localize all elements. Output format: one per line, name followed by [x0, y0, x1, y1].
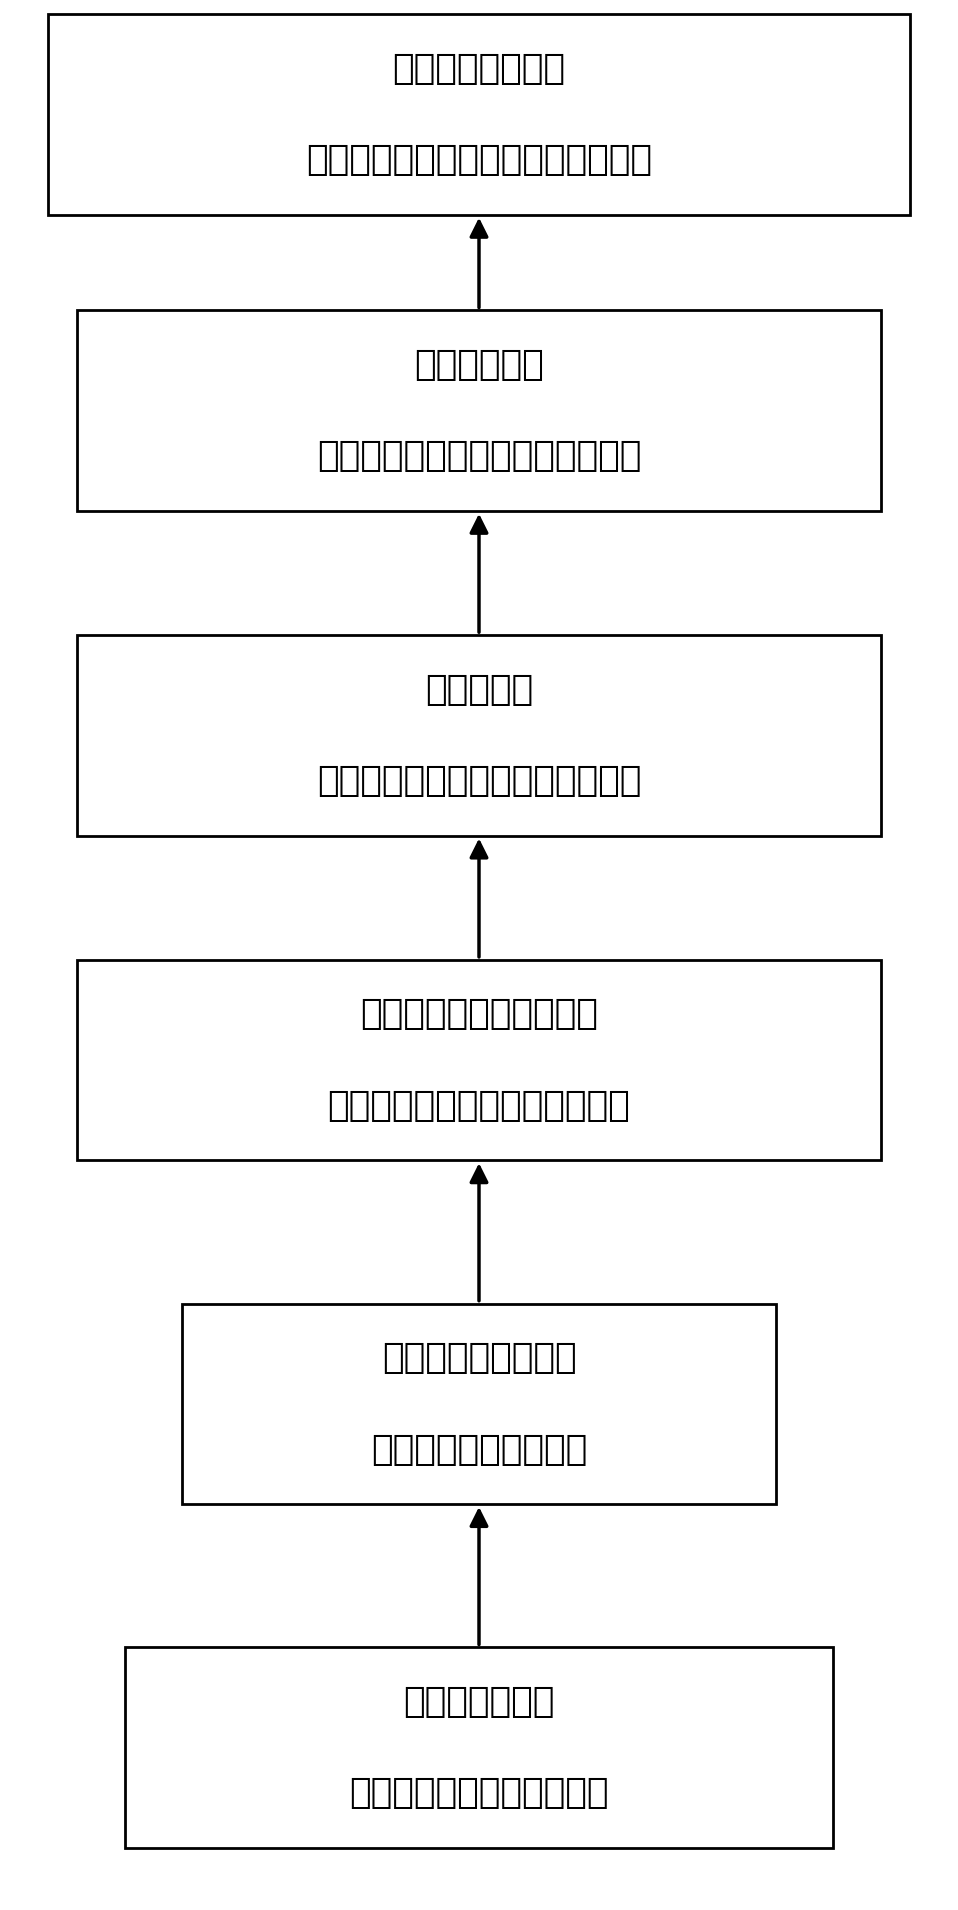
Text: 阵列的接收数据: 阵列的接收数据: [403, 1685, 555, 1719]
Bar: [77, 961, 881, 1159]
Text: 结合模糊精估计和无模糊粗估计求得: 结合模糊精估计和无模糊粗估计求得: [306, 143, 652, 178]
Text: 构造分离式电磁矢量传感器: 构造分离式电磁矢量传感器: [350, 1776, 608, 1811]
Bar: [77, 634, 881, 835]
Bar: [77, 309, 881, 510]
Bar: [182, 1303, 776, 1505]
Text: 余弦粗估计: 余弦粗估计: [425, 672, 533, 707]
Text: 向余弦精估计: 向余弦精估计: [414, 348, 544, 382]
Text: 构造空域旋转不变关系方程求得: 构造空域旋转不变关系方程求得: [328, 1089, 630, 1123]
Text: 分解求得信号子空间: 分解求得信号子空间: [381, 1341, 577, 1375]
Text: 对接收数据进行特征值: 对接收数据进行特征值: [371, 1432, 587, 1467]
Bar: [48, 15, 910, 214]
Text: 利用相位干涉法求得另一维模糊方: 利用相位干涉法求得另一维模糊方: [317, 439, 641, 474]
Text: 利用矢量叉乘算法求得无模糊方向: 利用矢量叉乘算法求得无模糊方向: [317, 764, 641, 798]
Bar: [125, 1646, 833, 1849]
Text: 一维模糊方向余弦精估计: 一维模糊方向余弦精估计: [360, 997, 598, 1031]
Text: 两维到达角估计值: 两维到达角估计值: [393, 52, 565, 86]
